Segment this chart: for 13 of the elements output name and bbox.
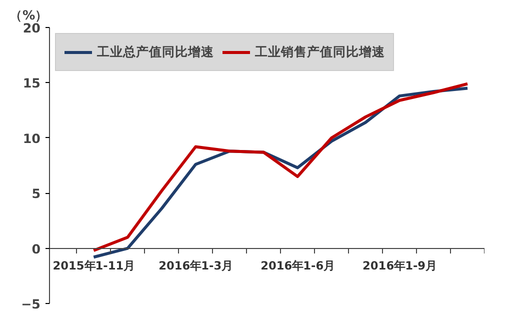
x-tick-label: 2016年1-6月 (260, 258, 335, 272)
y-tick-label: 10 (22, 130, 41, 146)
y-tick-label: 0 (32, 241, 41, 256)
y-tick-label: 20 (22, 20, 41, 36)
y-tick-label: 5 (32, 186, 41, 202)
y-axis-title: （%） (10, 8, 48, 22)
y-tick-label: −5 (21, 296, 41, 312)
y-tick-label: 15 (22, 76, 41, 91)
legend-label: 工业销售产值同比增速 (255, 44, 385, 60)
legend-label: 工业总产值同比增速 (97, 44, 214, 60)
x-tick-label: 2016年1-9月 (362, 258, 437, 272)
x-tick-label: 2015年1-11月 (52, 258, 135, 272)
x-tick-label: 2016年1-3月 (158, 258, 233, 272)
